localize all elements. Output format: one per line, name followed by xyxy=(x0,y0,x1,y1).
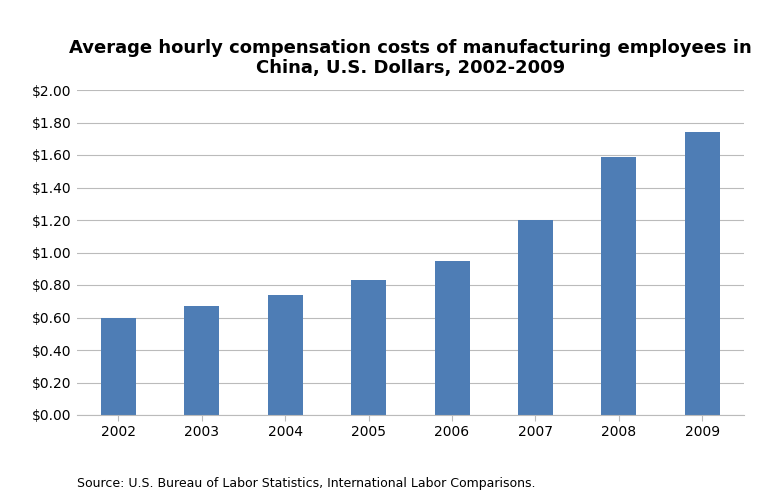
Bar xyxy=(101,318,136,415)
Bar xyxy=(351,280,386,415)
Text: Source: U.S. Bureau of Labor Statistics, International Labor Comparisons.: Source: U.S. Bureau of Labor Statistics,… xyxy=(77,477,535,490)
Bar xyxy=(268,294,303,415)
Bar xyxy=(685,132,719,415)
Title: Average hourly compensation costs of manufacturing employees in
China, U.S. Doll: Average hourly compensation costs of man… xyxy=(69,38,752,78)
Bar xyxy=(435,260,469,415)
Bar xyxy=(518,220,553,415)
Bar xyxy=(184,306,219,415)
Bar xyxy=(601,156,637,415)
